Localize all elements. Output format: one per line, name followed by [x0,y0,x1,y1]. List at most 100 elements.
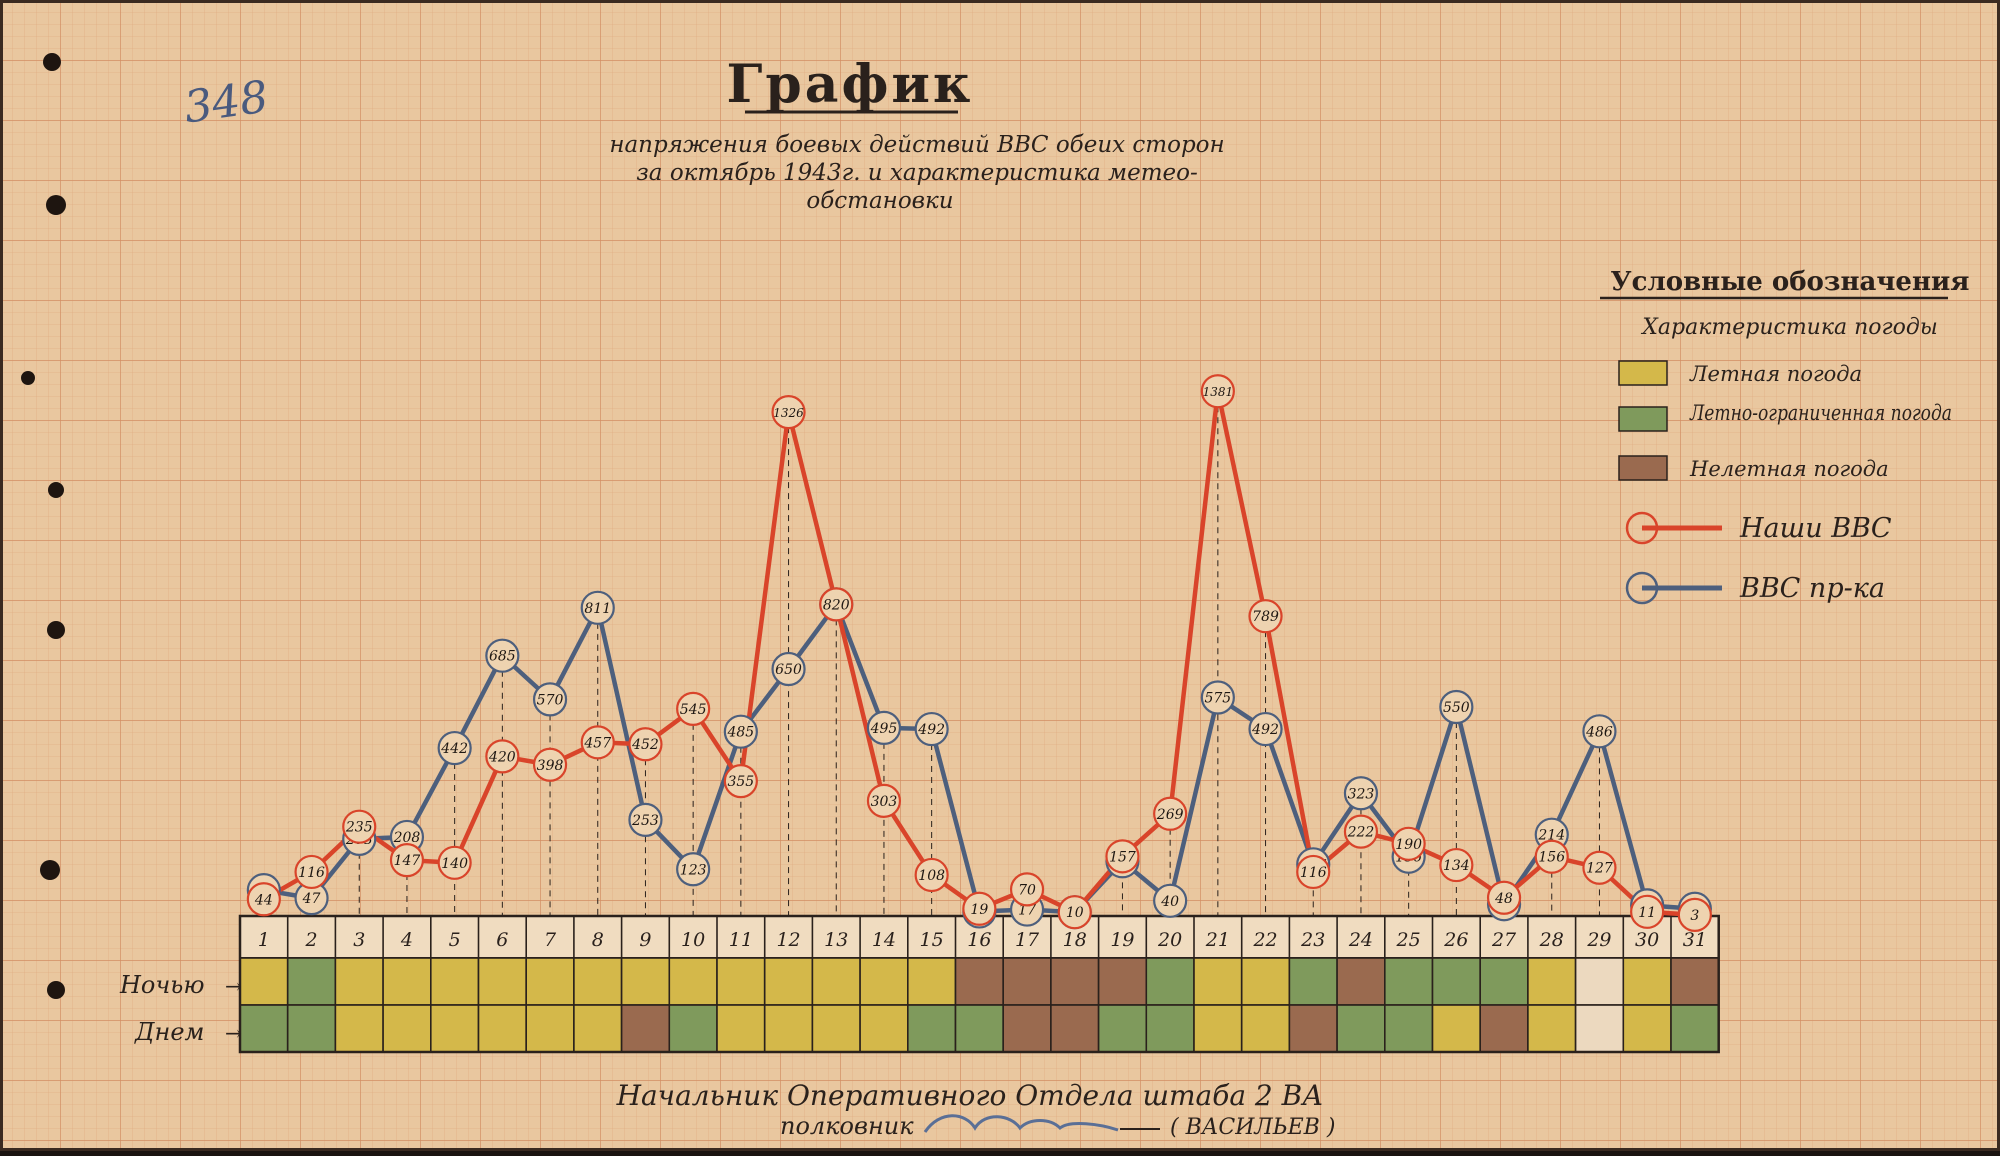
value-label-ours-day-21: 1381 [1203,385,1234,399]
marker-ours-day-20 [1153,796,1188,831]
value-label-enemy-day-6: 685 [489,649,516,665]
day-label-24: 24 [1348,929,1373,951]
day-label-13: 13 [824,929,848,951]
weather-cell-night-24 [1336,957,1386,1006]
day-label-20: 20 [1157,929,1182,951]
weather-cell-night-12 [763,957,814,1006]
weather-cell-night-22 [1240,957,1291,1006]
marker-enemy-day-24 [1343,776,1379,811]
marker-ours-day-30 [1630,894,1665,929]
legend-label-limited: Летно-ограниченная погода [1689,401,1952,425]
value-label-ours-day-31: 3 [1690,908,1699,924]
signature-name: ( ВАСИЛЬЕВ ) [1170,1115,1335,1140]
weather-cell-night-18 [1050,957,1100,1006]
weather-cell-night-29 [1574,957,1625,1006]
weather-cell-day-1 [239,1004,289,1053]
value-label-enemy-day-5: 442 [440,741,468,757]
marker-ours-day-14 [866,783,902,818]
value-label-enemy-day-7: 570 [537,692,564,708]
value-label-ours-day-24: 222 [1347,825,1375,841]
handwritten-signature [923,1114,1119,1133]
weather-cell-day-8 [573,1004,623,1053]
value-label-ours-day-2: 116 [298,865,325,881]
value-label-ours-day-30: 11 [1638,905,1656,921]
legend-swatch-nonflying [1618,455,1668,481]
weather-cell-day-31 [1670,1004,1720,1053]
weather-cell-day-6 [477,1004,528,1053]
day-label-30: 30 [1635,929,1659,951]
weather-cell-night-11 [716,957,766,1006]
value-label-enemy-day-11: 485 [726,725,754,741]
value-label-ours-day-23: 116 [1300,865,1327,881]
archive-number: 348 [181,71,271,133]
marker-enemy-day-14 [866,710,902,746]
value-label-ours-day-26: 134 [1443,858,1470,874]
day-label-27: 27 [1491,929,1517,951]
value-label-ours-day-29: 127 [1586,861,1613,877]
weather-cell-day-2 [286,1004,337,1053]
value-label-enemy-day-24: 323 [1348,786,1375,802]
value-label-ours-day-27: 48 [1494,891,1513,907]
weather-cell-day-21 [1193,1004,1243,1053]
weather-cell-day-29 [1574,1004,1625,1053]
marker-ours-day-9 [628,727,663,762]
legend-label-enemy: ВВС пр-ка [1739,573,1885,604]
day-label-5: 5 [449,929,461,951]
day-label-11: 11 [729,929,753,951]
weather-cell-night-20 [1145,957,1195,1006]
marker-ours-day-27 [1486,880,1522,915]
value-label-ours-day-17: 70 [1018,882,1036,898]
weather-cell-day-7 [525,1004,575,1053]
weather-cell-day-19 [1097,1004,1148,1053]
value-label-ours-day-8: 457 [583,735,611,751]
value-label-ours-day-7: 398 [537,758,564,774]
marker-enemy-day-12 [771,651,806,687]
weather-cell-day-10 [668,1004,718,1053]
marker-ours-day-7 [532,747,568,782]
day-label-21: 21 [1205,929,1230,951]
marker-ours-day-26 [1439,847,1474,883]
weather-cell-night-19 [1097,957,1148,1006]
day-label-22: 22 [1252,929,1277,951]
weather-cell-night-2 [286,957,337,1006]
legend-label-ours: Наши ВВС [1739,513,1892,544]
weather-cell-day-24 [1336,1004,1386,1053]
day-label-16: 16 [967,929,991,951]
weather-cell-day-3 [334,1004,384,1053]
marker-ours-day-6 [485,739,520,774]
weather-cell-day-15 [906,1004,957,1053]
weather-cell-night-30 [1622,957,1672,1006]
subtitle-line-2: за октябрь 1943г. и характеристика метео… [636,160,1197,186]
weather-cell-day-9 [620,1004,671,1053]
marker-enemy-day-22 [1248,711,1283,747]
marker-ours-day-4 [389,843,425,878]
weather-cell-day-25 [1384,1004,1434,1053]
marker-enemy-day-11 [723,714,758,749]
day-label-17: 17 [1015,929,1040,951]
weather-cell-day-13 [811,1004,861,1053]
marker-ours-day-11 [723,763,758,799]
night-row-label: Ночью [119,971,205,999]
weather-cell-day-12 [763,1004,814,1053]
weather-cell-day-14 [859,1004,909,1053]
value-label-ours-day-3: 235 [345,820,373,836]
marker-enemy-day-15 [914,711,949,747]
night-row-arrow: → [225,974,242,998]
signature-rank: полковник [780,1112,914,1140]
value-label-ours-day-12: 1326 [773,406,804,420]
value-label-ours-day-9: 452 [631,737,659,753]
day-label-14: 14 [872,929,896,951]
value-label-ours-day-19: 157 [1109,849,1136,865]
day-label-6: 6 [496,929,508,951]
marker-ours-day-17 [1009,872,1045,907]
legend: Условные обозначения Характеристика пого… [1600,267,1969,605]
value-label-enemy-day-4: 208 [393,830,421,846]
day-label-4: 4 [400,929,413,951]
value-label-ours-day-5: 140 [441,856,468,872]
day-label-19: 19 [1110,929,1134,951]
legend-swatch-flying [1618,360,1668,386]
marker-ours-day-15 [914,857,949,893]
weather-cell-night-14 [859,957,909,1006]
